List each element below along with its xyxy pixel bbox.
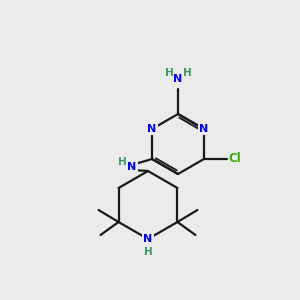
Text: Cl: Cl <box>229 152 242 166</box>
Text: N: N <box>200 124 208 134</box>
Text: H: H <box>118 157 126 167</box>
Text: N: N <box>143 234 153 244</box>
Text: H: H <box>183 68 191 78</box>
Text: N: N <box>147 124 157 134</box>
Text: N: N <box>173 74 183 84</box>
Text: H: H <box>144 247 152 257</box>
Text: H: H <box>165 68 173 78</box>
Text: N: N <box>128 162 136 172</box>
